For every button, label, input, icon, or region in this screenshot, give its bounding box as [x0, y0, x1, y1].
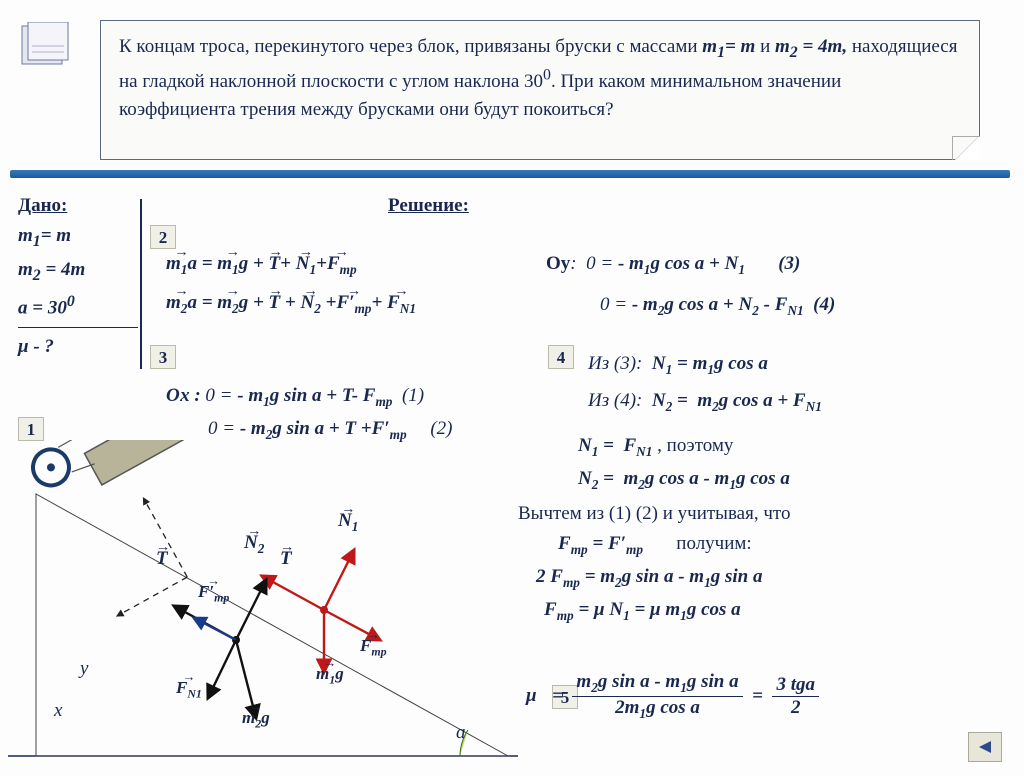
n1-n2-block: N1 = FN1 , поэтому N2 = m2g cos ɑ - m1g … [578, 427, 790, 501]
given-heading: Дано: [18, 195, 138, 217]
label-axis-y: у [80, 658, 88, 680]
given-separator [140, 199, 142, 369]
step-badge-1: 1 [18, 417, 44, 441]
mu-result: μ = m2g sin ɑ - m1g sin ɑ 2m1g cos ɑ = 3… [526, 663, 819, 730]
note-stack-icon [18, 22, 70, 70]
label-m1g: m1g [316, 664, 344, 687]
label-Ftr: Fтр [360, 636, 387, 659]
given-line-2: m2 = 4m [18, 259, 138, 285]
problem-text: К концам троса, перекинутого через блок,… [119, 36, 957, 120]
label-Ftrp: F′тр [198, 582, 229, 605]
label-T-left: T [156, 548, 168, 570]
given-block: Дано: m1= m m2 = 4m ɑ = 300 μ - ? [18, 195, 138, 366]
page-fold-icon [952, 136, 980, 160]
vector-eq-block: m1a = m1g + T+ N1+Fтр m2a = m2g + T + N2… [166, 245, 416, 325]
triangle-left-icon [977, 740, 993, 754]
solution-heading: Решение: [388, 195, 469, 217]
subtract-block: Вычтем из (1) (2) и учитывая, что Fтр = … [518, 495, 790, 631]
given-find: μ - ? [18, 336, 138, 358]
nav-back-button[interactable] [968, 732, 1002, 762]
label-N2: N2 [244, 532, 264, 557]
divider-rule [10, 170, 1010, 178]
from3-from4-block: Из (3): N1 = m1g cos ɑ Из (4): N2 = m2g … [588, 345, 822, 423]
problem-statement-box: К концам троса, перекинутого через блок,… [100, 20, 980, 160]
label-FN1: FN1 [176, 678, 202, 701]
given-line-1: m1= m [18, 225, 138, 251]
step-badge-4: 4 [548, 345, 574, 369]
label-alpha: ɑ [456, 722, 466, 744]
given-line-3: ɑ = 300 [18, 293, 138, 319]
label-T-right: T [280, 548, 292, 570]
label-axis-x: х [54, 700, 62, 722]
step-badge-3: 3 [150, 345, 176, 369]
inclined-plane-diagram: T T N2 N1 F′тр Fтр FN1 m2g m1g ɑ у х [8, 440, 518, 770]
label-N1: N1 [338, 510, 358, 535]
label-m2g: m2g [242, 708, 270, 731]
oy-block: Оу: 0 = - m1g cos ɑ + N1 (3) 0 = - m2g c… [546, 245, 835, 327]
